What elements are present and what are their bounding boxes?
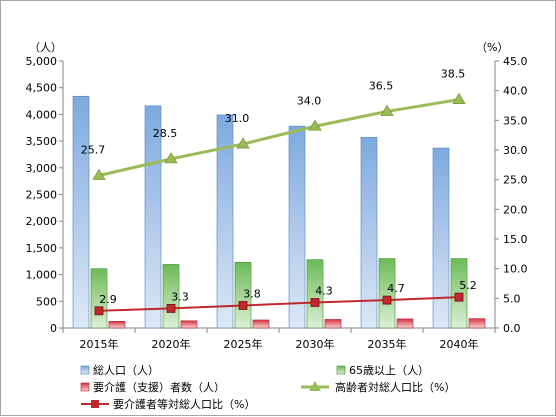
point-elderly-ratio bbox=[380, 104, 394, 116]
bar-total-population bbox=[288, 125, 306, 329]
left-tick-label: 2,000 bbox=[26, 215, 58, 228]
point-elderly-ratio bbox=[308, 119, 322, 131]
bar-care-required bbox=[468, 318, 486, 329]
right-axis-unit: （%） bbox=[476, 41, 508, 54]
point-elderly-ratio bbox=[452, 92, 466, 104]
lines-layer bbox=[92, 92, 466, 316]
data-label-elderly-ratio: 28.5 bbox=[153, 127, 178, 140]
left-tick-label: 3,500 bbox=[26, 135, 58, 148]
legend-label: 要介護（支援）者数（人） bbox=[93, 380, 225, 394]
data-label-care-ratio: 5.2 bbox=[459, 279, 477, 292]
bar-care-required bbox=[396, 318, 414, 329]
legend-label: 65歳以上（人） bbox=[349, 364, 429, 377]
point-elderly-ratio bbox=[164, 152, 178, 164]
legend-swatch bbox=[80, 382, 90, 392]
legend-marker bbox=[91, 400, 99, 408]
right-tick-label: 10.0 bbox=[503, 263, 528, 276]
x-tick-label: 2035年 bbox=[368, 337, 407, 351]
x-tick-label: 2025年 bbox=[224, 337, 263, 351]
point-care-ratio bbox=[382, 295, 392, 305]
axes-layer: 0 500 1,000 1,500 2,000 2,500 3,000 3,500 4,000 4… bbox=[26, 41, 528, 351]
left-tick-label: 1,000 bbox=[26, 269, 58, 282]
left-tick-label: 4,000 bbox=[26, 108, 58, 121]
line-care-ratio bbox=[98, 296, 460, 312]
right-tick-label: 15.0 bbox=[503, 233, 528, 246]
data-label-care-ratio: 3.8 bbox=[243, 287, 261, 300]
right-tick-label: 40.0 bbox=[503, 85, 528, 98]
right-tick-label: 35.0 bbox=[503, 114, 528, 127]
legend-marker bbox=[309, 381, 321, 391]
left-axis-unit: （人） bbox=[29, 41, 62, 54]
x-tick-label: 2040年 bbox=[440, 337, 479, 351]
point-care-ratio bbox=[238, 301, 248, 310]
bar-care-required bbox=[180, 320, 198, 329]
bar-total-population bbox=[360, 137, 378, 329]
point-care-ratio bbox=[310, 298, 320, 307]
legend-label: 高齢者対総人口比（%） bbox=[335, 380, 455, 394]
data-label-elderly-ratio: 31.0 bbox=[225, 112, 250, 125]
right-tick-label: 30.0 bbox=[503, 144, 528, 157]
bar-aged-65-plus bbox=[378, 258, 396, 329]
point-care-ratio bbox=[454, 292, 464, 302]
data-label-care-ratio: 4.7 bbox=[387, 282, 405, 295]
left-tick-label: 0 bbox=[50, 322, 57, 335]
right-tick-label: 25.0 bbox=[503, 174, 528, 187]
point-care-ratio bbox=[166, 304, 176, 313]
right-tick-label: 45.0 bbox=[503, 55, 528, 68]
right-tick-label: 0.0 bbox=[503, 322, 521, 335]
data-label-elderly-ratio: 38.5 bbox=[441, 68, 466, 81]
data-label-care-ratio: 2.9 bbox=[99, 293, 117, 306]
legend-label: 総人口（人） bbox=[93, 363, 159, 377]
data-label-care-ratio: 4.3 bbox=[315, 284, 333, 297]
left-tick-label: 3,000 bbox=[26, 162, 58, 175]
x-tick-label: 2030年 bbox=[296, 337, 335, 351]
bar-total-population bbox=[72, 95, 90, 329]
left-tick-label: 500 bbox=[36, 295, 57, 308]
bar-total-population bbox=[216, 114, 234, 329]
bars-layer bbox=[72, 95, 486, 329]
legend-swatch bbox=[336, 365, 346, 375]
x-tick-label: 2020年 bbox=[152, 337, 191, 351]
data-label-care-ratio: 3.3 bbox=[171, 290, 189, 303]
left-tick-label: 4,500 bbox=[26, 82, 58, 95]
legend-layer: 総人口（人） 65歳以上（人） 要介護（支援）者数（人） 高齢者対総人口比（%） 要介護… bbox=[80, 363, 455, 411]
bar-care-required bbox=[324, 319, 342, 329]
left-tick-label: 2,500 bbox=[26, 189, 58, 202]
bar-aged-65-plus bbox=[306, 259, 324, 329]
right-tick-label: 5.0 bbox=[503, 292, 521, 305]
data-label-elderly-ratio: 36.5 bbox=[369, 79, 394, 92]
bar-care-required bbox=[252, 319, 270, 329]
legend-swatch bbox=[80, 365, 90, 375]
legend-label: 要介護者等対総人口比（%） bbox=[113, 397, 255, 411]
bar-aged-65-plus bbox=[234, 262, 252, 329]
left-tick-label: 1,500 bbox=[26, 242, 58, 255]
line-elderly-ratio bbox=[98, 98, 460, 177]
labels-layer: 25.7 28.5 31.0 34.0 36.5 38.5 2.9 3.3 3.8 4.3 4.7 5… bbox=[81, 68, 477, 306]
point-elderly-ratio bbox=[92, 168, 106, 180]
data-label-elderly-ratio: 25.7 bbox=[81, 144, 106, 157]
left-tick-label: 5,000 bbox=[26, 55, 58, 68]
point-elderly-ratio bbox=[236, 137, 250, 149]
right-tick-label: 20.0 bbox=[503, 203, 528, 216]
x-tick-label: 2015年 bbox=[80, 337, 119, 351]
data-label-elderly-ratio: 34.0 bbox=[297, 94, 322, 107]
bar-total-population bbox=[432, 147, 450, 329]
bar-care-required bbox=[108, 321, 126, 329]
point-care-ratio bbox=[94, 306, 104, 316]
